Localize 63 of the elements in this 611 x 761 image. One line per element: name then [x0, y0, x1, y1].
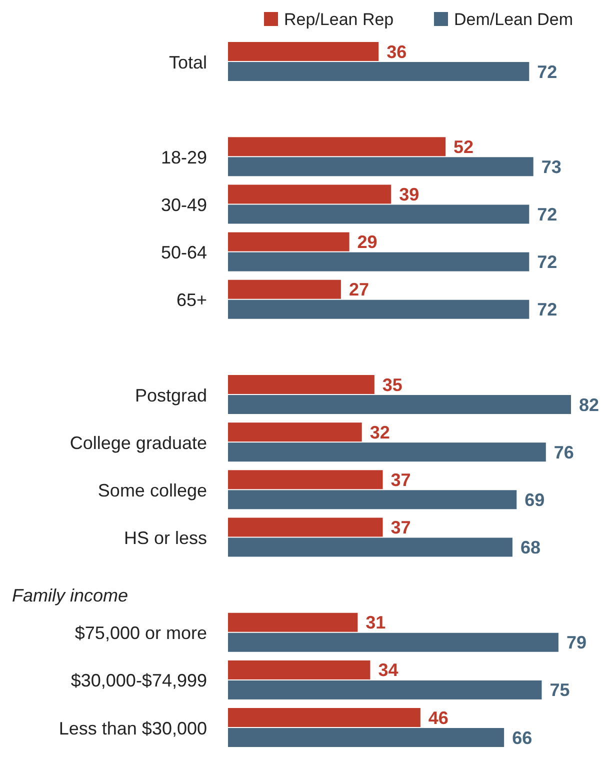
bar [228, 157, 534, 176]
data-label: 73 [541, 156, 562, 177]
bar [228, 62, 530, 81]
data-label: 37 [390, 518, 411, 538]
data-label: 27 [348, 280, 369, 300]
y-tick-label: Total [168, 52, 207, 72]
bar [228, 184, 392, 204]
data-label: 75 [550, 680, 570, 700]
bar [228, 708, 420, 727]
bar [228, 42, 379, 61]
bar [228, 204, 530, 224]
bar [228, 728, 504, 747]
y-tick-label: HS or less [124, 528, 207, 548]
bar [228, 442, 546, 462]
data-label: 82 [579, 394, 600, 415]
bar [228, 232, 350, 252]
bar [228, 280, 341, 299]
y-tick-label: 30-49 [160, 195, 207, 216]
data-label: 31 [366, 612, 386, 633]
data-label: 68 [520, 538, 540, 558]
bar [228, 137, 446, 156]
y-tick-label: $30,000-$74,999 [70, 670, 207, 691]
data-label: 32 [370, 422, 390, 442]
bar [228, 375, 374, 394]
data-label: 79 [566, 632, 586, 653]
data-label: 72 [537, 62, 558, 82]
data-label: 29 [357, 232, 378, 252]
bar [228, 612, 358, 632]
data-label: 46 [428, 708, 448, 728]
y-tick-label: College graduate [70, 432, 207, 453]
bar [228, 395, 571, 414]
data-label: 72 [537, 300, 558, 320]
data-label: 69 [524, 490, 545, 510]
legend-label: Rep/Lean Rep [284, 10, 394, 29]
y-tick-label: Some college [98, 480, 207, 500]
text: Family income [12, 586, 128, 606]
bar [228, 422, 362, 442]
bar [228, 538, 512, 557]
data-label: 35 [382, 374, 402, 395]
y-tick-label: 18-29 [160, 147, 207, 168]
bar [228, 518, 383, 537]
y-tick-label: Less than $30,000 [58, 718, 207, 738]
data-label: 34 [378, 660, 398, 680]
y-tick-label: $75,000 or more [74, 623, 207, 644]
bar [228, 300, 530, 319]
bar [228, 490, 517, 510]
data-label: 39 [399, 184, 420, 205]
data-label: 52 [454, 136, 474, 157]
y-tick-label: Postgrad [134, 385, 207, 406]
bar [228, 680, 542, 700]
y-tick-label: 65+ [176, 290, 207, 310]
y-tick-label: 50-64 [160, 242, 207, 263]
legend-label: Dem/Lean Dem [454, 10, 574, 29]
data-label: 76 [554, 442, 574, 462]
bar [228, 470, 383, 490]
bar [228, 252, 530, 272]
data-label: 72 [537, 252, 558, 272]
bar [228, 660, 370, 680]
data-label: 66 [512, 728, 532, 748]
data-label: 36 [386, 42, 407, 62]
data-label: 37 [390, 470, 411, 490]
bar [228, 632, 558, 652]
data-label: 72 [537, 204, 558, 225]
